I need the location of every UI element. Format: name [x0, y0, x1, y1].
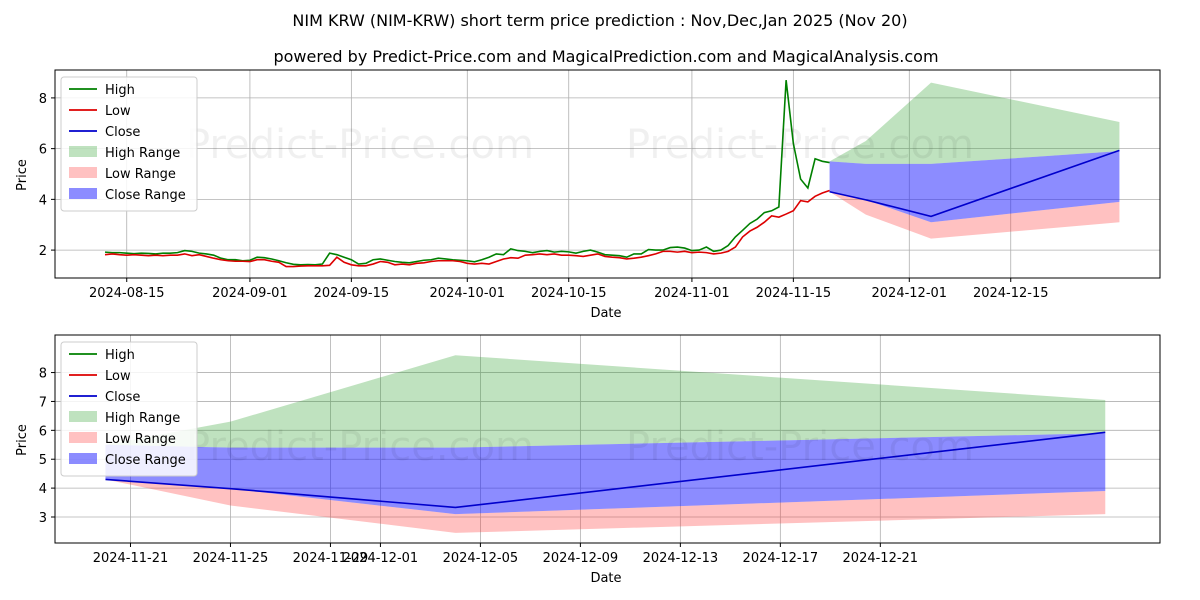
- bottom-legend: High Low Close High Range Low Range Close Ran…: [60, 341, 198, 477]
- legend-label: Close Range: [105, 453, 186, 468]
- legend-swatch-close-range: [69, 453, 97, 464]
- legend-label: High Range: [105, 146, 180, 161]
- legend-label: Low: [105, 104, 131, 119]
- x-tick-label: 2024-12-01: [872, 286, 948, 301]
- x-tick-label: 2024-10-01: [430, 286, 506, 301]
- legend-label: High: [105, 348, 135, 363]
- bottom-y-axis-label: Price: [15, 424, 30, 456]
- x-tick-label: 2024-10-15: [531, 286, 607, 301]
- y-tick-label: 3: [39, 511, 47, 526]
- top-legend: High Low Close High Range Low Range Close Ran…: [60, 76, 198, 212]
- legend-label: Close Range: [105, 188, 186, 203]
- x-tick-label: 2024-08-15: [89, 286, 165, 301]
- x-tick-label: 2024-12-09: [543, 551, 619, 566]
- watermark: Predict-Price.com: [626, 424, 974, 470]
- low-range-area: [105, 479, 1106, 533]
- y-tick-label: 5: [39, 453, 47, 468]
- top-plot-frame: [54, 69, 1161, 279]
- x-tick-label: 2024-09-15: [314, 286, 390, 301]
- legend-label: Low: [105, 369, 131, 384]
- legend-swatch-high-range: [69, 146, 97, 157]
- top-chart-panel: Predict-Price.com Predict-Price.com 2024…: [15, 69, 1161, 321]
- y-tick-label: 6: [39, 424, 47, 439]
- x-tick-label: 2024-11-25: [193, 551, 269, 566]
- y-tick-label: 4: [39, 482, 47, 497]
- x-tick-label: 2024-12-13: [643, 551, 719, 566]
- top-x-axis-label: Date: [590, 306, 621, 321]
- high-range-area: [105, 355, 1106, 448]
- x-tick-label: 2024-12-01: [343, 551, 419, 566]
- top-y-axis-label: Price: [15, 159, 30, 191]
- chart-title: NIM KRW (NIM-KRW) short term price predi…: [292, 11, 907, 30]
- watermark: Predict-Price.com: [186, 424, 534, 470]
- legend-label: Low Range: [105, 167, 176, 182]
- x-tick-label: 2024-12-15: [973, 286, 1049, 301]
- bottom-x-axis-label: Date: [590, 571, 621, 586]
- watermark: Predict-Price.com: [626, 122, 974, 168]
- legend-swatch-low-range: [69, 432, 97, 443]
- x-tick-label: 2024-12-05: [443, 551, 519, 566]
- legend-swatch-low-range: [69, 167, 97, 178]
- close-range-area: [829, 151, 1120, 223]
- legend-label: Close: [105, 125, 140, 140]
- y-tick-label: 8: [39, 367, 47, 382]
- legend-label: High: [105, 83, 135, 98]
- bottom-chart-panel: Predict-Price.com Predict-Price.com 2024…: [15, 334, 1161, 586]
- x-tick-label: 2024-09-01: [212, 286, 288, 301]
- legend-label: Low Range: [105, 432, 176, 447]
- low-line: [104, 189, 830, 268]
- y-tick-label: 6: [39, 143, 47, 158]
- legend-label: High Range: [105, 411, 180, 426]
- close-range-area: [105, 433, 1106, 515]
- x-tick-label: 2024-12-17: [743, 551, 819, 566]
- y-tick-label: 7: [39, 395, 47, 410]
- x-tick-label: 2024-11-29: [293, 551, 369, 566]
- x-tick-label: 2024-12-21: [843, 551, 919, 566]
- bottom-plot-frame: [54, 334, 1161, 544]
- legend-label: Close: [105, 390, 140, 405]
- low-range-area: [829, 191, 1120, 239]
- legend-swatch-high-range: [69, 411, 97, 422]
- legend-swatch-close-range: [69, 188, 97, 199]
- watermark: Predict-Price.com: [186, 122, 534, 168]
- close-line: [105, 431, 1106, 509]
- close-line: [829, 149, 1120, 218]
- x-tick-label: 2024-11-21: [93, 551, 169, 566]
- y-tick-label: 4: [39, 193, 47, 208]
- chart-subtitle: powered by Predict-Price.com and Magical…: [273, 47, 938, 66]
- x-tick-label: 2024-11-01: [654, 286, 730, 301]
- high-line: [104, 80, 830, 266]
- high-range-area: [829, 82, 1120, 164]
- y-tick-label: 8: [39, 92, 47, 107]
- y-tick-label: 2: [39, 244, 47, 259]
- x-tick-label: 2024-11-15: [756, 286, 832, 301]
